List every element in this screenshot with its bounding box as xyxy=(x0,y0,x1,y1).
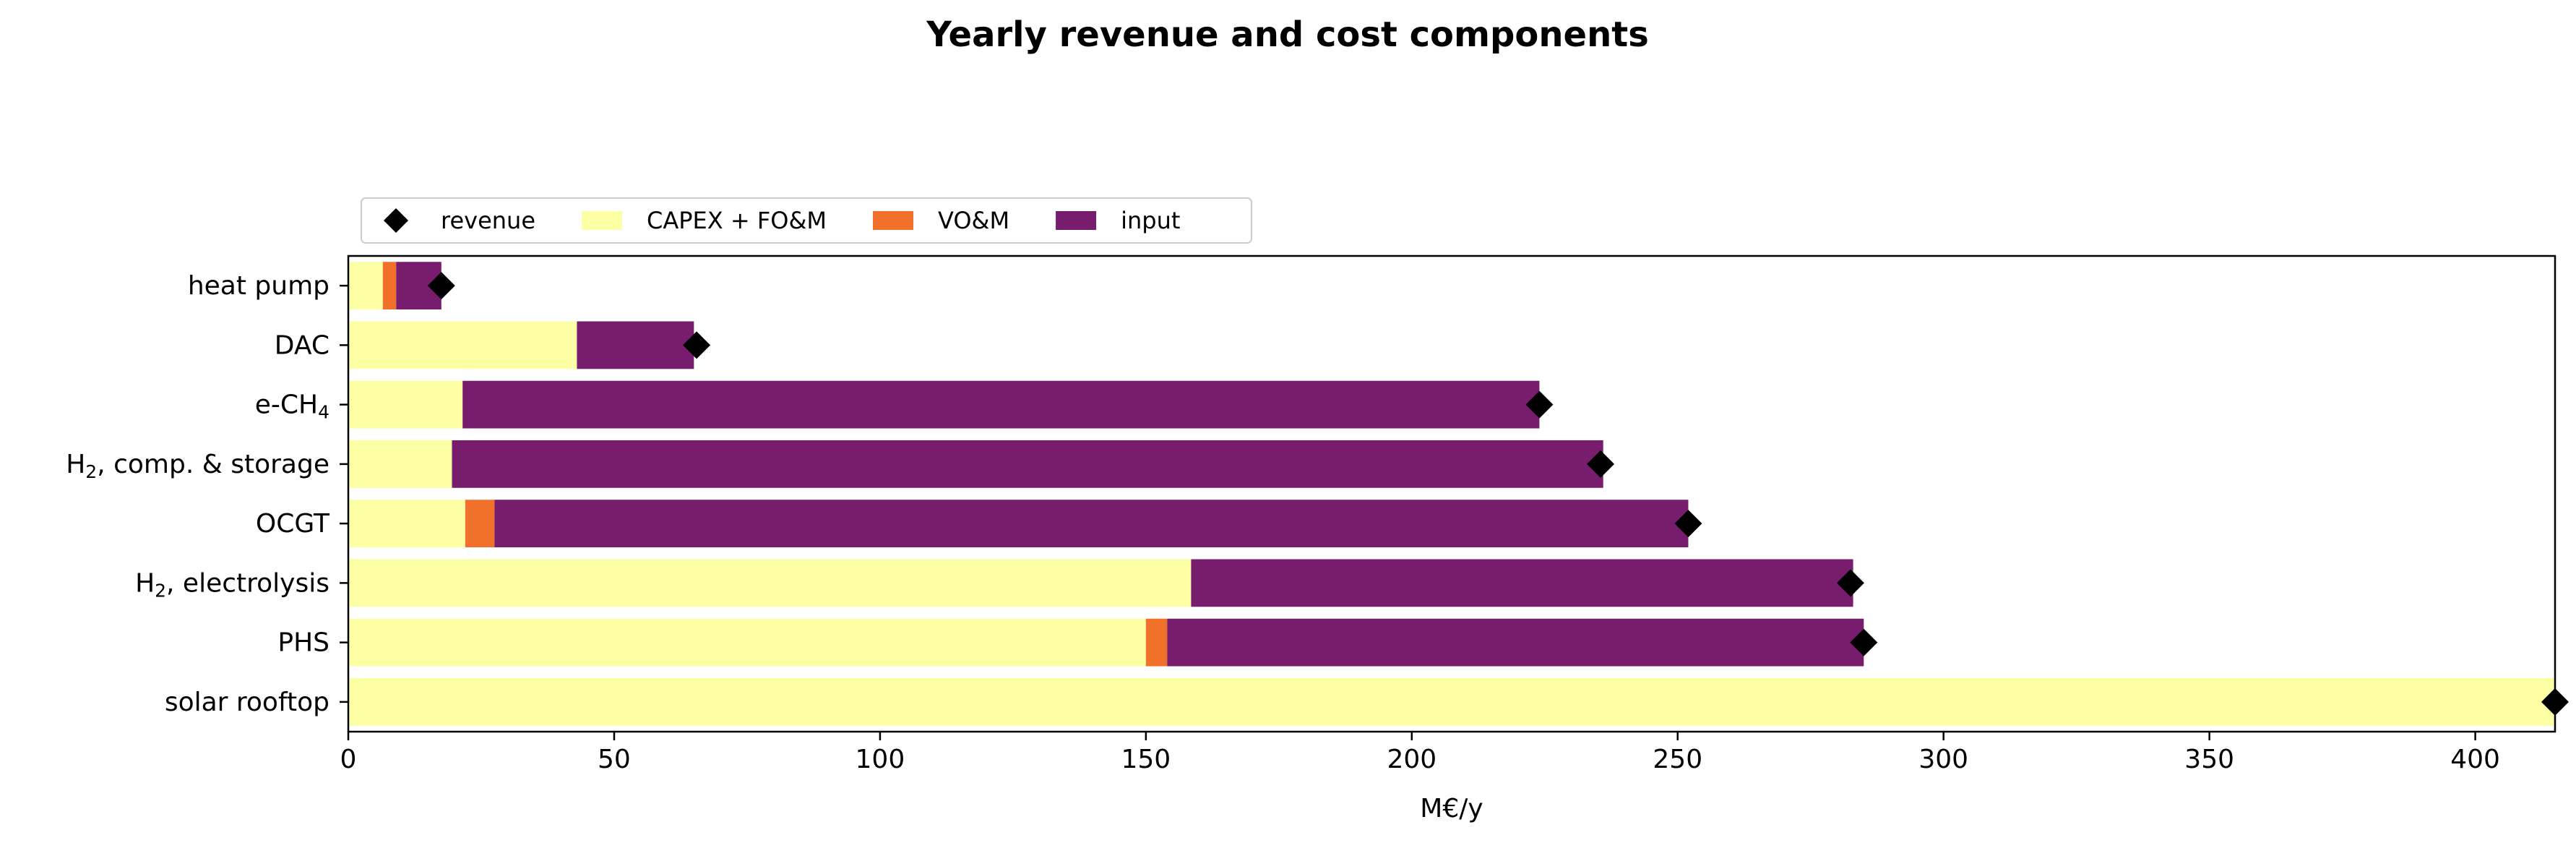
x-tick-label: 250 xyxy=(1653,745,1702,774)
x-tick-label: 300 xyxy=(1918,745,1968,774)
revenue-markers xyxy=(427,272,2569,716)
legend-swatch-vo-m xyxy=(873,211,913,230)
x-tick-label: 0 xyxy=(340,745,357,774)
revenue-marker-3 xyxy=(1587,450,1615,478)
x-tick-label: 50 xyxy=(598,745,631,774)
x-tick-label: 400 xyxy=(2450,745,2500,774)
bars-layer xyxy=(348,262,2555,726)
y-tick-label: e-CH4 xyxy=(255,390,329,422)
legend-frame xyxy=(361,197,1252,244)
legend-label-capex-fo-m: CAPEX + FO&M xyxy=(647,207,827,234)
y-tick-label: DAC xyxy=(275,330,329,360)
legend-swatch-capex-fo-m xyxy=(582,211,623,230)
revenue-marker-5 xyxy=(1836,569,1864,597)
y-tick-label: OCGT xyxy=(256,509,330,539)
x-axis-label: M€/y xyxy=(1420,794,1483,823)
x-tick-label: 150 xyxy=(1121,745,1171,774)
y-tick-label: PHS xyxy=(277,628,329,657)
revenue-marker-1 xyxy=(683,331,711,359)
chart-title: Yearly revenue and cost components xyxy=(926,14,1649,55)
bar-input-6 xyxy=(1167,618,1864,667)
bar-input-4 xyxy=(494,500,1689,548)
bar-vo-m-6 xyxy=(1145,618,1168,667)
bar-vo-m-0 xyxy=(382,262,397,310)
x-tick-label: 200 xyxy=(1387,745,1436,774)
y-tick-label: solar rooftop xyxy=(165,687,329,716)
legend-label-revenue: revenue xyxy=(441,207,535,234)
y-axis: heat pump DAC e-CH4 H2, comp. & storage OCGT… xyxy=(66,271,348,716)
bar-vo-m-4 xyxy=(465,500,495,548)
bar-input-3 xyxy=(452,440,1603,488)
bar-input-2 xyxy=(462,380,1540,429)
revenue-marker-4 xyxy=(1674,510,1702,538)
revenue-marker-2 xyxy=(1525,390,1554,419)
y-tick-label: heat pump xyxy=(188,271,329,301)
bar-capex-fo-m-6 xyxy=(348,618,1146,667)
bar-input-1 xyxy=(577,321,694,369)
bar-capex-fo-m-7 xyxy=(348,677,2555,726)
bar-capex-fo-m-1 xyxy=(348,321,577,369)
y-tick-label: H2, electrolysis xyxy=(135,568,329,601)
bar-input-5 xyxy=(1191,559,1853,607)
x-tick-label: 100 xyxy=(856,745,905,774)
legend-label-input: input xyxy=(1121,207,1180,234)
x-axis: 0 50 100 150 200 250 300 350 400 xyxy=(340,732,2500,774)
y-tick-label: H2, comp. & storage xyxy=(66,449,329,482)
legend-swatch-revenue xyxy=(384,208,408,233)
bar-capex-fo-m-3 xyxy=(348,440,452,488)
revenue-marker-6 xyxy=(1850,628,1878,656)
bar-capex-fo-m-2 xyxy=(348,380,463,429)
plot-frame xyxy=(347,254,2556,733)
bar-capex-fo-m-5 xyxy=(348,559,1192,607)
legend-label-vo-m: VO&M xyxy=(938,207,1009,234)
revenue-marker-0 xyxy=(427,272,455,300)
x-tick-label: 350 xyxy=(2184,745,2234,774)
bar-capex-fo-m-0 xyxy=(348,262,383,310)
bar-capex-fo-m-4 xyxy=(348,500,465,548)
legend: revenue CAPEX + FO&M VO&M input xyxy=(361,197,1252,244)
legend-swatch-input xyxy=(1056,211,1097,230)
